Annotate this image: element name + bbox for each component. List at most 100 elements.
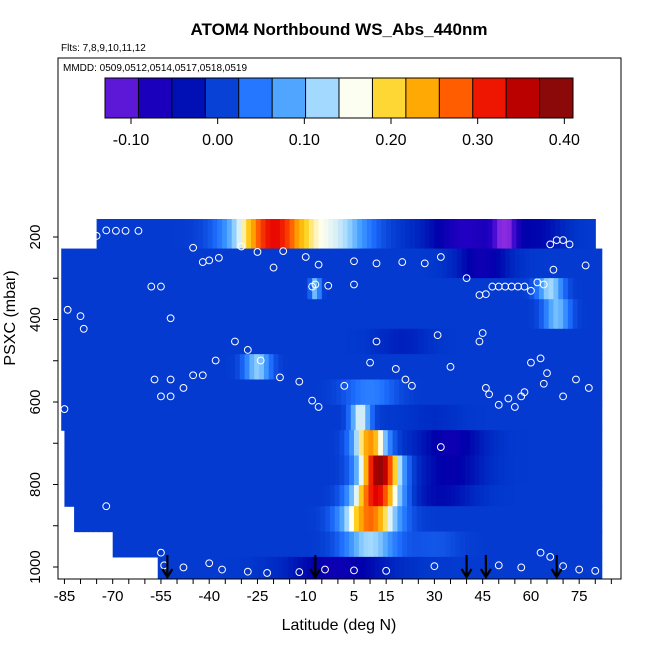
heatmap-cell: [66, 278, 72, 300]
heatmap-cell: [197, 219, 204, 250]
heatmap-cell: [93, 455, 99, 486]
heatmap-cell: [548, 404, 555, 431]
heatmap-cell: [215, 278, 222, 300]
observation-point: [60, 237, 69, 245]
heatmap-cell: [278, 354, 284, 381]
observation-point: [382, 566, 391, 575]
heatmap-cell: [156, 430, 162, 457]
heatmap-cell: [94, 354, 101, 381]
heatmap-cell: [215, 248, 222, 279]
heatmap-cell: [547, 430, 553, 457]
heatmap-cell: [479, 531, 485, 558]
heatmap-cell: [93, 485, 99, 507]
colorbar-swatch: [171, 78, 206, 118]
x-tick-label: 5: [350, 588, 358, 605]
heatmap-cell: [471, 328, 477, 355]
heatmap-cell: [413, 299, 419, 330]
heatmap-cell: [595, 430, 601, 457]
observation-point: [308, 396, 317, 405]
heatmap-cell: [596, 328, 603, 355]
heatmap-cell: [518, 430, 524, 457]
heatmap-cell: [286, 506, 292, 533]
heatmap-cell: [490, 404, 497, 431]
heatmap-cell: [230, 354, 236, 381]
heatmap-cell: [123, 328, 130, 355]
heatmap-cell: [265, 219, 271, 250]
heatmap-cell: [489, 430, 495, 457]
heatmap-cell: [455, 455, 461, 486]
heatmap-cell: [205, 379, 212, 406]
heatmap-cell: [254, 354, 260, 381]
heatmap-cell: [289, 219, 296, 250]
heatmap-cell: [548, 379, 555, 406]
heatmap-cell: [291, 455, 297, 486]
heatmap-cell: [305, 455, 312, 486]
heatmap-cell: [419, 219, 426, 250]
heatmap-cell: [181, 379, 188, 406]
heatmap-cell: [321, 328, 328, 355]
heatmap-cell: [148, 404, 154, 431]
heatmap-cell: [587, 278, 593, 300]
heatmap-cell: [244, 328, 251, 355]
heatmap-cell: [423, 556, 429, 579]
heatmap-cell: [220, 299, 226, 330]
heatmap-cell: [172, 404, 178, 431]
heatmap-cell: [316, 278, 323, 300]
heatmap-cell: [172, 354, 178, 381]
heatmap-cell: [394, 278, 400, 300]
heatmap-cell: [466, 556, 473, 579]
x-axis-title: Latitude (deg N): [282, 617, 397, 634]
heatmap-cell: [119, 404, 125, 431]
heatmap-cell: [127, 430, 133, 457]
heatmap-cell: [572, 328, 579, 355]
heatmap-cell: [500, 404, 506, 431]
heatmap-cell: [196, 556, 202, 579]
observation-point: [581, 261, 590, 270]
heatmap-cell: [170, 430, 177, 457]
heatmap-cell: [456, 278, 463, 300]
heatmap-cell: [148, 248, 154, 279]
heatmap-cell: [564, 219, 571, 250]
heatmap-cell: [567, 328, 574, 355]
heatmap-cell: [157, 404, 164, 431]
observation-point: [366, 358, 374, 367]
heatmap-cell: [305, 430, 312, 457]
heatmap-cell: [288, 328, 294, 355]
heatmap-cell: [74, 455, 80, 486]
heatmap-cell: [167, 379, 173, 406]
heatmap-cell: [370, 354, 376, 381]
heatmap-cell: [437, 248, 444, 279]
heatmap-cell: [508, 485, 514, 507]
heatmap-cell: [234, 299, 241, 330]
heatmap-cell: [201, 248, 207, 279]
heatmap-cell: [69, 455, 75, 486]
heatmap-cell: [596, 248, 603, 279]
observation-point: [157, 392, 165, 401]
observation-point: [536, 548, 545, 557]
heatmap-cell: [530, 219, 537, 250]
heatmap-cell: [402, 455, 408, 486]
heatmap-cell: [373, 455, 379, 486]
heatmap-cell: [215, 328, 222, 355]
heatmap-cell: [278, 379, 284, 406]
heatmap-cell: [302, 278, 308, 300]
heatmap-cell: [230, 248, 236, 279]
heatmap-cell: [353, 531, 360, 558]
heatmap-cell: [122, 455, 128, 486]
heatmap-cell: [548, 248, 555, 279]
heatmap-cell: [104, 328, 111, 355]
heatmap-cell: [246, 219, 252, 250]
heatmap-cell: [561, 455, 567, 486]
heatmap-cell: [456, 404, 463, 431]
heatmap-cell: [345, 404, 352, 431]
heatmap-cell: [244, 278, 251, 300]
y-tick-label: 600: [27, 389, 44, 414]
heatmap-cell: [577, 404, 583, 431]
heatmap-cell: [571, 455, 577, 486]
heatmap-cell: [320, 506, 326, 533]
heatmap-cell: [136, 430, 143, 457]
observation-point: [295, 568, 304, 576]
heatmap-cell: [362, 219, 368, 250]
heatmap-cell: [427, 248, 434, 279]
heatmap-cell: [532, 430, 538, 457]
